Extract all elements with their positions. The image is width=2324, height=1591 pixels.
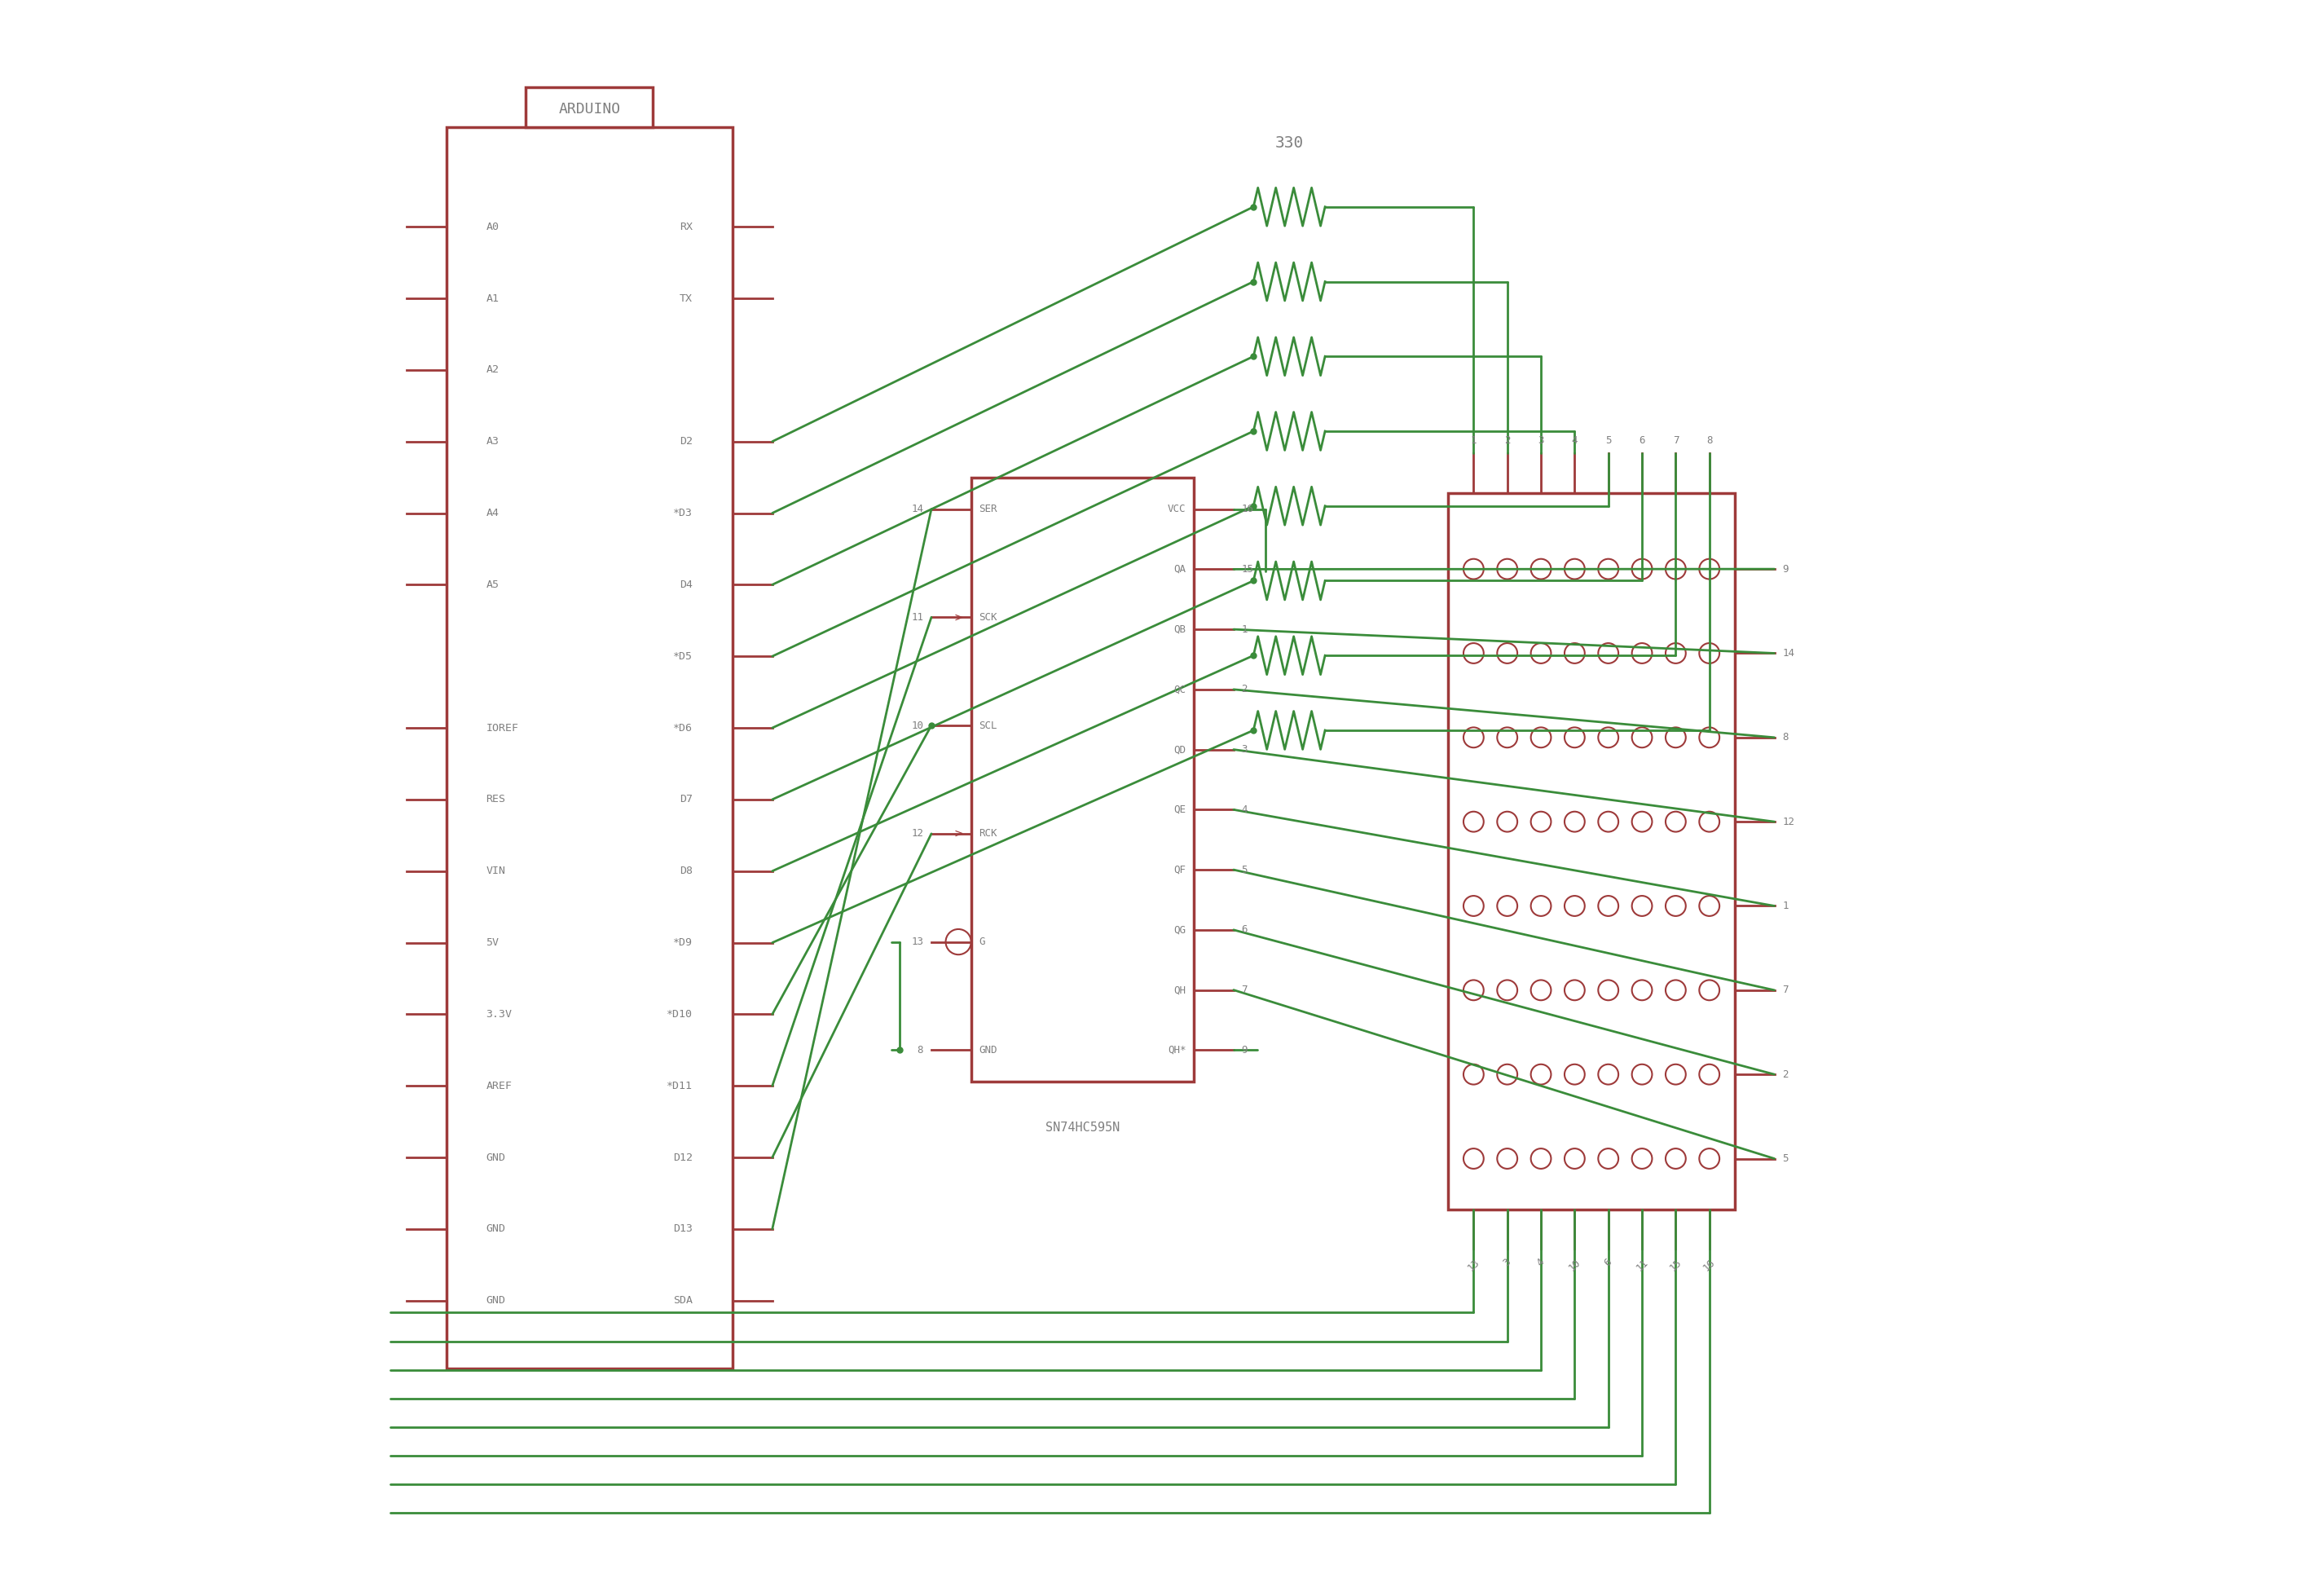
- Text: 15: 15: [1669, 1257, 1685, 1273]
- Text: QH*: QH*: [1167, 1045, 1185, 1055]
- Text: 3: 3: [1501, 1257, 1513, 1268]
- Text: 8: 8: [1706, 434, 1713, 445]
- Text: RES: RES: [486, 794, 507, 805]
- Text: ARDUINO: ARDUINO: [558, 102, 621, 116]
- Text: 11: 11: [1634, 1257, 1650, 1273]
- Text: IOREF: IOREF: [486, 722, 518, 733]
- Text: 4: 4: [1536, 1257, 1548, 1268]
- Text: *D9: *D9: [674, 937, 693, 948]
- Text: AREF: AREF: [486, 1080, 511, 1091]
- Text: 7: 7: [1241, 985, 1248, 996]
- Text: *D3: *D3: [674, 508, 693, 519]
- Text: A5: A5: [486, 579, 500, 590]
- Text: QG: QG: [1174, 924, 1185, 936]
- Text: 16: 16: [1241, 504, 1253, 514]
- Text: A1: A1: [486, 293, 500, 304]
- Text: 6: 6: [1604, 1257, 1615, 1268]
- Text: A3: A3: [486, 436, 500, 447]
- Text: >: >: [953, 827, 962, 840]
- Text: 8: 8: [1783, 732, 1789, 743]
- Text: 13: 13: [911, 937, 923, 947]
- Text: 11: 11: [911, 613, 923, 622]
- Text: SDA: SDA: [674, 1295, 693, 1306]
- Text: 5V: 5V: [486, 937, 500, 948]
- Text: SCL: SCL: [978, 721, 997, 730]
- Text: 2: 2: [1241, 684, 1248, 695]
- Text: 4: 4: [1241, 805, 1248, 815]
- Text: VIN: VIN: [486, 866, 507, 877]
- Text: 4: 4: [1571, 434, 1578, 445]
- Text: VCC: VCC: [1167, 504, 1185, 514]
- Text: 330: 330: [1276, 135, 1304, 151]
- Text: GND: GND: [486, 1152, 507, 1163]
- Text: 3: 3: [1538, 434, 1543, 445]
- Text: 8: 8: [918, 1045, 923, 1055]
- Text: 6: 6: [1241, 924, 1248, 936]
- Text: 10: 10: [911, 721, 923, 730]
- Text: RCK: RCK: [978, 829, 997, 838]
- Text: SN74HC595N: SN74HC595N: [1046, 1122, 1120, 1134]
- Text: 15: 15: [1241, 563, 1253, 574]
- Text: 1: 1: [1471, 434, 1476, 445]
- Text: QH: QH: [1174, 985, 1185, 996]
- Text: 5: 5: [1783, 1153, 1789, 1165]
- Text: 5: 5: [1606, 434, 1611, 445]
- Text: 2: 2: [1504, 434, 1511, 445]
- Text: A2: A2: [486, 364, 500, 375]
- Text: D12: D12: [674, 1152, 693, 1163]
- Text: 14: 14: [1783, 648, 1794, 659]
- Text: *D11: *D11: [667, 1080, 693, 1091]
- Text: 7: 7: [1673, 434, 1678, 445]
- FancyBboxPatch shape: [446, 127, 732, 1368]
- Text: 3.3V: 3.3V: [486, 1009, 511, 1020]
- Text: 9: 9: [1783, 563, 1789, 574]
- Text: 5: 5: [1241, 864, 1248, 875]
- Text: 9: 9: [1241, 1045, 1248, 1055]
- Text: 1: 1: [1783, 901, 1789, 912]
- Text: *D10: *D10: [667, 1009, 693, 1020]
- Text: GND: GND: [486, 1295, 507, 1306]
- Text: 16: 16: [1701, 1257, 1717, 1273]
- Text: D2: D2: [679, 436, 693, 447]
- Text: *D5: *D5: [674, 651, 693, 662]
- Text: >: >: [953, 611, 962, 624]
- FancyBboxPatch shape: [971, 477, 1195, 1082]
- FancyBboxPatch shape: [525, 88, 653, 127]
- Text: QF: QF: [1174, 864, 1185, 875]
- Text: 14: 14: [911, 504, 923, 514]
- Text: SCK: SCK: [978, 613, 997, 622]
- Text: 12: 12: [1783, 816, 1794, 827]
- Text: A0: A0: [486, 221, 500, 232]
- Text: QE: QE: [1174, 805, 1185, 815]
- Text: 6: 6: [1638, 434, 1645, 445]
- Text: TX: TX: [679, 293, 693, 304]
- Text: QA: QA: [1174, 563, 1185, 574]
- Text: 10: 10: [1566, 1257, 1583, 1273]
- Text: A4: A4: [486, 508, 500, 519]
- Text: 1: 1: [1241, 624, 1248, 635]
- Text: G: G: [978, 937, 985, 947]
- Text: *D6: *D6: [674, 722, 693, 733]
- Text: 2: 2: [1783, 1069, 1789, 1080]
- Text: QB: QB: [1174, 624, 1185, 635]
- Text: RX: RX: [679, 221, 693, 232]
- Text: D7: D7: [679, 794, 693, 805]
- Text: 7: 7: [1783, 985, 1789, 996]
- Text: GND: GND: [486, 1223, 507, 1235]
- FancyBboxPatch shape: [1448, 493, 1734, 1209]
- Text: 12: 12: [911, 829, 923, 838]
- Text: D13: D13: [674, 1223, 693, 1235]
- Text: QC: QC: [1174, 684, 1185, 695]
- Text: GND: GND: [978, 1045, 997, 1055]
- Text: D8: D8: [679, 866, 693, 877]
- Text: 3: 3: [1241, 745, 1248, 754]
- Text: QD: QD: [1174, 745, 1185, 754]
- Text: SER: SER: [978, 504, 997, 514]
- Text: D4: D4: [679, 579, 693, 590]
- Text: 13: 13: [1466, 1257, 1483, 1273]
